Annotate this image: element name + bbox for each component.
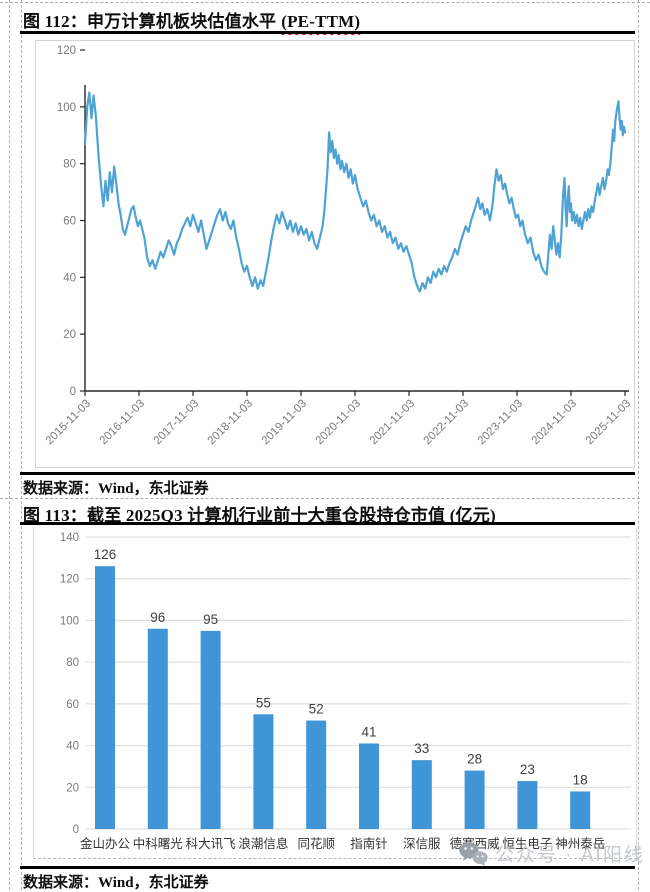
bar <box>359 743 379 829</box>
figure-112-bottom-rule <box>20 472 635 475</box>
y-tick-label: 60 <box>66 699 79 711</box>
bar <box>411 760 432 829</box>
figure-113-top-rule <box>20 522 635 525</box>
bar-category-label: 指南针 <box>350 836 388 851</box>
bar-category-label: 深信服 <box>403 837 441 851</box>
watermark: 公众号 · AI阳线 <box>458 840 645 867</box>
bar-category-label: 科大讯飞 <box>186 837 236 851</box>
figure-113-source: 数据来源：Wind，东北证券 <box>23 875 209 891</box>
bar <box>464 770 485 829</box>
figure-112-label: 图 112： <box>23 12 88 31</box>
y-tick-label: 80 <box>66 657 79 669</box>
watermark-text: 公众号 · AI阳线 <box>495 845 645 866</box>
left-dashed-border-inner <box>21 0 22 890</box>
bar-value-label: 96 <box>150 610 165 625</box>
bar-category-label: 中科曙光 <box>133 836 183 851</box>
bar-value-label: 41 <box>361 724 376 739</box>
pe-ttm-line-series <box>83 91 627 293</box>
bar-value-label: 33 <box>414 741 429 756</box>
figure-113-title-row: 图 113：截至 2025Q3 计算机行业前十大重仓股持仓市值 (亿元) <box>23 501 496 526</box>
bar-value-label: 126 <box>94 547 117 562</box>
figure-113-bottom-rule <box>20 866 635 869</box>
top-dashed-border <box>0 2 650 3</box>
x-tick-label: 2022-11-03 <box>422 398 471 447</box>
y-tick-label: 40 <box>66 741 79 753</box>
x-tick-label: 2020-11-03 <box>314 398 363 447</box>
bar <box>147 628 168 829</box>
y-tick-label: 40 <box>63 272 76 284</box>
figure-113-label: 图 113： <box>23 506 88 525</box>
x-tick-label: 2018-11-03 <box>206 398 255 447</box>
bar-category-label: 金山办公 <box>80 836 131 851</box>
bar-value-label: 28 <box>467 752 482 767</box>
bar-value-label: 18 <box>573 772 588 787</box>
y-tick-label: 20 <box>66 782 79 794</box>
bar <box>95 566 115 829</box>
bar-value-label: 23 <box>520 762 535 777</box>
x-tick-label: 2016-11-03 <box>98 398 147 447</box>
bar <box>200 630 221 829</box>
x-tick-label: 2019-11-03 <box>260 398 309 447</box>
x-tick-label: 2021-11-03 <box>368 398 417 447</box>
left-dashed-border-outer <box>9 0 10 890</box>
pe-ttm-line-chart-svg: 0 20 40 60 80 100 120 2015-11-03 2016-11-03 2017-… <box>44 45 632 447</box>
y-tick-label: 100 <box>60 615 79 627</box>
y-tick-label: 120 <box>57 45 76 57</box>
bar <box>517 781 538 829</box>
y-tick-label: 140 <box>60 532 79 544</box>
right-dashed-border <box>638 0 639 890</box>
figure-112-title-row: 图 112：申万计算机板块估值水平 (PE-TTM) <box>23 7 360 32</box>
y-tick-label: 0 <box>70 386 76 398</box>
figure-112-title: 申万计算机板块估值水平 <box>87 12 277 31</box>
x-tick-label: 2023-11-03 <box>476 398 525 447</box>
bar <box>306 720 327 829</box>
bar-category-label: 神州泰岳 <box>555 837 605 851</box>
bar-category-label: 恒生电子 <box>502 837 552 851</box>
bar-value-label: 95 <box>203 612 218 627</box>
bar <box>253 714 274 829</box>
x-tick-label: 2015-11-03 <box>44 398 93 447</box>
wechat-chat-bubbles-icon <box>459 842 488 866</box>
y-tick-label: 0 <box>73 824 79 836</box>
y-tick-label: 80 <box>63 159 76 171</box>
x-tick-label: 2025-11-03 <box>584 398 632 447</box>
bar-value-label: 55 <box>256 695 271 710</box>
holdings-bar-chart: 0 20 40 60 80 100 120 140 126 金山办公 96 中科曙光 95 科大讯飞 55 浪… <box>33 528 637 859</box>
y-tick-label: 60 <box>63 216 76 228</box>
figure-113-title: 截至 2025Q3 计算机行业前十大重仓股持仓市值 (亿元) <box>87 506 496 525</box>
y-tick-label: 20 <box>63 329 76 341</box>
holdings-bar-chart-svg: 0 20 40 60 80 100 120 140 126 金山办公 96 中科曙光 95 科大讯飞 55 浪… <box>60 532 631 851</box>
figure-112-title-suffix: (PE-TTM) <box>281 12 361 31</box>
bar-category-label: 同花顺 <box>297 836 335 851</box>
x-tick-label: 2017-11-03 <box>152 398 201 447</box>
y-tick-label: 120 <box>60 574 79 586</box>
y-tick-label: 100 <box>57 102 76 114</box>
bar <box>570 791 591 829</box>
mid-dashed-border <box>0 498 640 499</box>
x-tick-label: 2024-11-03 <box>530 398 579 447</box>
bar-category-label: 浪潮信息 <box>238 836 288 851</box>
pe-ttm-line-chart: 0 20 40 60 80 100 120 2015-11-03 2016-11-03 2017-… <box>35 40 635 468</box>
figure-112-top-rule <box>20 31 635 34</box>
bar-value-label: 52 <box>309 702 324 717</box>
figure-112-source: 数据来源：Wind，东北证券 <box>23 481 209 497</box>
